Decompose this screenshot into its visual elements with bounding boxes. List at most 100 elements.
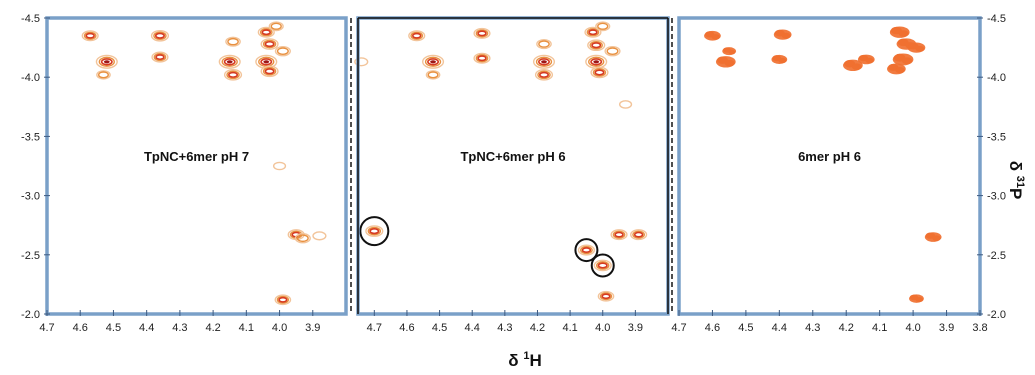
x-tick-label: 4.6 xyxy=(73,322,88,334)
y-tick-label-left: -2.5 xyxy=(21,250,40,262)
peak-5 xyxy=(771,54,788,64)
peak-21 xyxy=(354,57,369,67)
x-tick-label: 3.9 xyxy=(939,322,954,334)
panel-title: TpNC+6mer pH 7 xyxy=(144,149,249,164)
y-tick-label-right: -2.0 xyxy=(987,309,1006,321)
peak-1 xyxy=(81,30,99,42)
peak-4 xyxy=(773,29,792,40)
panel-1: TpNC+6mer pH 7 xyxy=(45,16,348,316)
peak-13 xyxy=(595,21,611,32)
x-tick-label: 4.1 xyxy=(872,322,887,334)
x-tick-label: 4.6 xyxy=(705,322,720,334)
x-tick-label: 4.3 xyxy=(172,322,187,334)
panel-title: 6mer pH 6 xyxy=(798,149,861,164)
x-tick-label: 4.2 xyxy=(530,322,545,334)
y-tick-label-left: -4.5 xyxy=(21,13,40,25)
peak-11 xyxy=(255,54,278,69)
panel-2: TpNC+6mer pH 6 xyxy=(350,16,670,316)
peak-14 xyxy=(604,45,621,57)
peak-13 xyxy=(924,232,942,242)
svg-text:δ 31P: δ 31P xyxy=(1006,161,1026,200)
x-tick-label: 4.3 xyxy=(497,322,512,334)
peak-12 xyxy=(260,65,279,78)
y-tick-label-left: -3.0 xyxy=(21,191,40,203)
x-tick-label: 4.2 xyxy=(205,322,220,334)
peak-6 xyxy=(218,54,241,69)
y-tick-label-right: -2.5 xyxy=(987,250,1006,262)
peak-12 xyxy=(590,66,609,79)
peak-2 xyxy=(715,56,736,68)
peak-1 xyxy=(408,30,426,42)
peak-19 xyxy=(272,161,287,171)
peak-9 xyxy=(584,26,602,38)
peak-17 xyxy=(312,231,327,241)
x-tick-label: 4.1 xyxy=(562,322,577,334)
peak-22 xyxy=(618,100,633,109)
x-tick-label: 4.1 xyxy=(239,322,254,334)
peak-16 xyxy=(577,244,595,256)
peak-7 xyxy=(857,54,875,65)
x-axis-title: δ 1H xyxy=(508,350,541,370)
highlight-circle-2 xyxy=(574,238,599,263)
highlight-circle-3 xyxy=(590,253,615,278)
x-tick-label: 4.0 xyxy=(905,322,920,334)
peak-9 xyxy=(257,26,275,38)
y-axis-title: δ 31P xyxy=(1006,161,1026,200)
peak-8 xyxy=(225,36,241,47)
y-tick-label-right: -3.5 xyxy=(987,131,1006,143)
panel-title: TpNC+6mer pH 6 xyxy=(460,149,565,164)
peak-16 xyxy=(294,233,311,244)
y-tick-label-left: -4.0 xyxy=(21,72,40,84)
peak-12 xyxy=(907,42,926,53)
peak-17 xyxy=(593,259,612,272)
peak-5 xyxy=(473,52,491,64)
x-tick-label: 4.0 xyxy=(272,322,287,334)
peak-6 xyxy=(532,54,556,69)
peak-10 xyxy=(260,38,279,50)
peak-19 xyxy=(630,229,648,241)
peak-18 xyxy=(274,294,292,306)
x-tick-label: 4.4 xyxy=(465,322,480,334)
right-y-tick-labels: -4.5 -4.0 -3.5 -3.0 -2.5 -2.0 xyxy=(977,13,1006,321)
x-tick-label: 4.4 xyxy=(772,322,787,334)
peak-4 xyxy=(473,27,491,39)
peak-11 xyxy=(585,54,608,69)
peak-14 xyxy=(909,294,924,303)
x-tick-label: 4.0 xyxy=(595,322,610,334)
x-tick-label: 3.9 xyxy=(628,322,643,334)
x-tick-label: 4.5 xyxy=(432,322,447,334)
x-tick-label: 4.5 xyxy=(106,322,121,334)
peak-3 xyxy=(722,47,737,56)
peak-10 xyxy=(587,39,606,52)
y-tick-label-left: -3.5 xyxy=(21,131,40,143)
peak-13 xyxy=(268,21,284,32)
spectra-panels: TpNC+6mer pH 7 TpNC+6mer pH 6 6mer pH 6 xyxy=(45,16,982,316)
peak-8 xyxy=(536,38,552,50)
x-tick-label: 4.5 xyxy=(738,322,753,334)
x-tick-label: 4.7 xyxy=(367,322,382,334)
x-tick-label: 4.4 xyxy=(139,322,154,334)
peak-6 xyxy=(843,59,863,72)
peak-8 xyxy=(889,26,910,38)
panel-background xyxy=(358,18,668,314)
peak-18 xyxy=(610,229,628,241)
x-tick-label: 3.8 xyxy=(972,322,987,334)
highlight-circle-1 xyxy=(359,216,390,247)
peak-3 xyxy=(96,70,111,80)
x-tick-label: 4.3 xyxy=(805,322,820,334)
peak-10 xyxy=(892,53,914,66)
peak-4 xyxy=(150,29,170,42)
panel-background xyxy=(47,18,346,314)
peak-7 xyxy=(223,69,243,81)
x-tick-label: 4.7 xyxy=(39,322,54,334)
peak-3 xyxy=(425,70,441,80)
y-tick-label-right: -4.5 xyxy=(987,13,1006,25)
y-tick-label-right: -4.0 xyxy=(987,72,1006,84)
x-tick-labels: 4.7 4.6 4.5 4.4 4.3 4.2 4.1 4.0 3.9 4.7 4.6 4.5 4.4 4… xyxy=(39,322,987,334)
panel-frame xyxy=(677,16,982,316)
panel-background xyxy=(679,18,980,314)
peak-1 xyxy=(704,30,721,41)
peak-7 xyxy=(534,69,554,81)
y-tick-label-left: -2.0 xyxy=(21,309,40,321)
